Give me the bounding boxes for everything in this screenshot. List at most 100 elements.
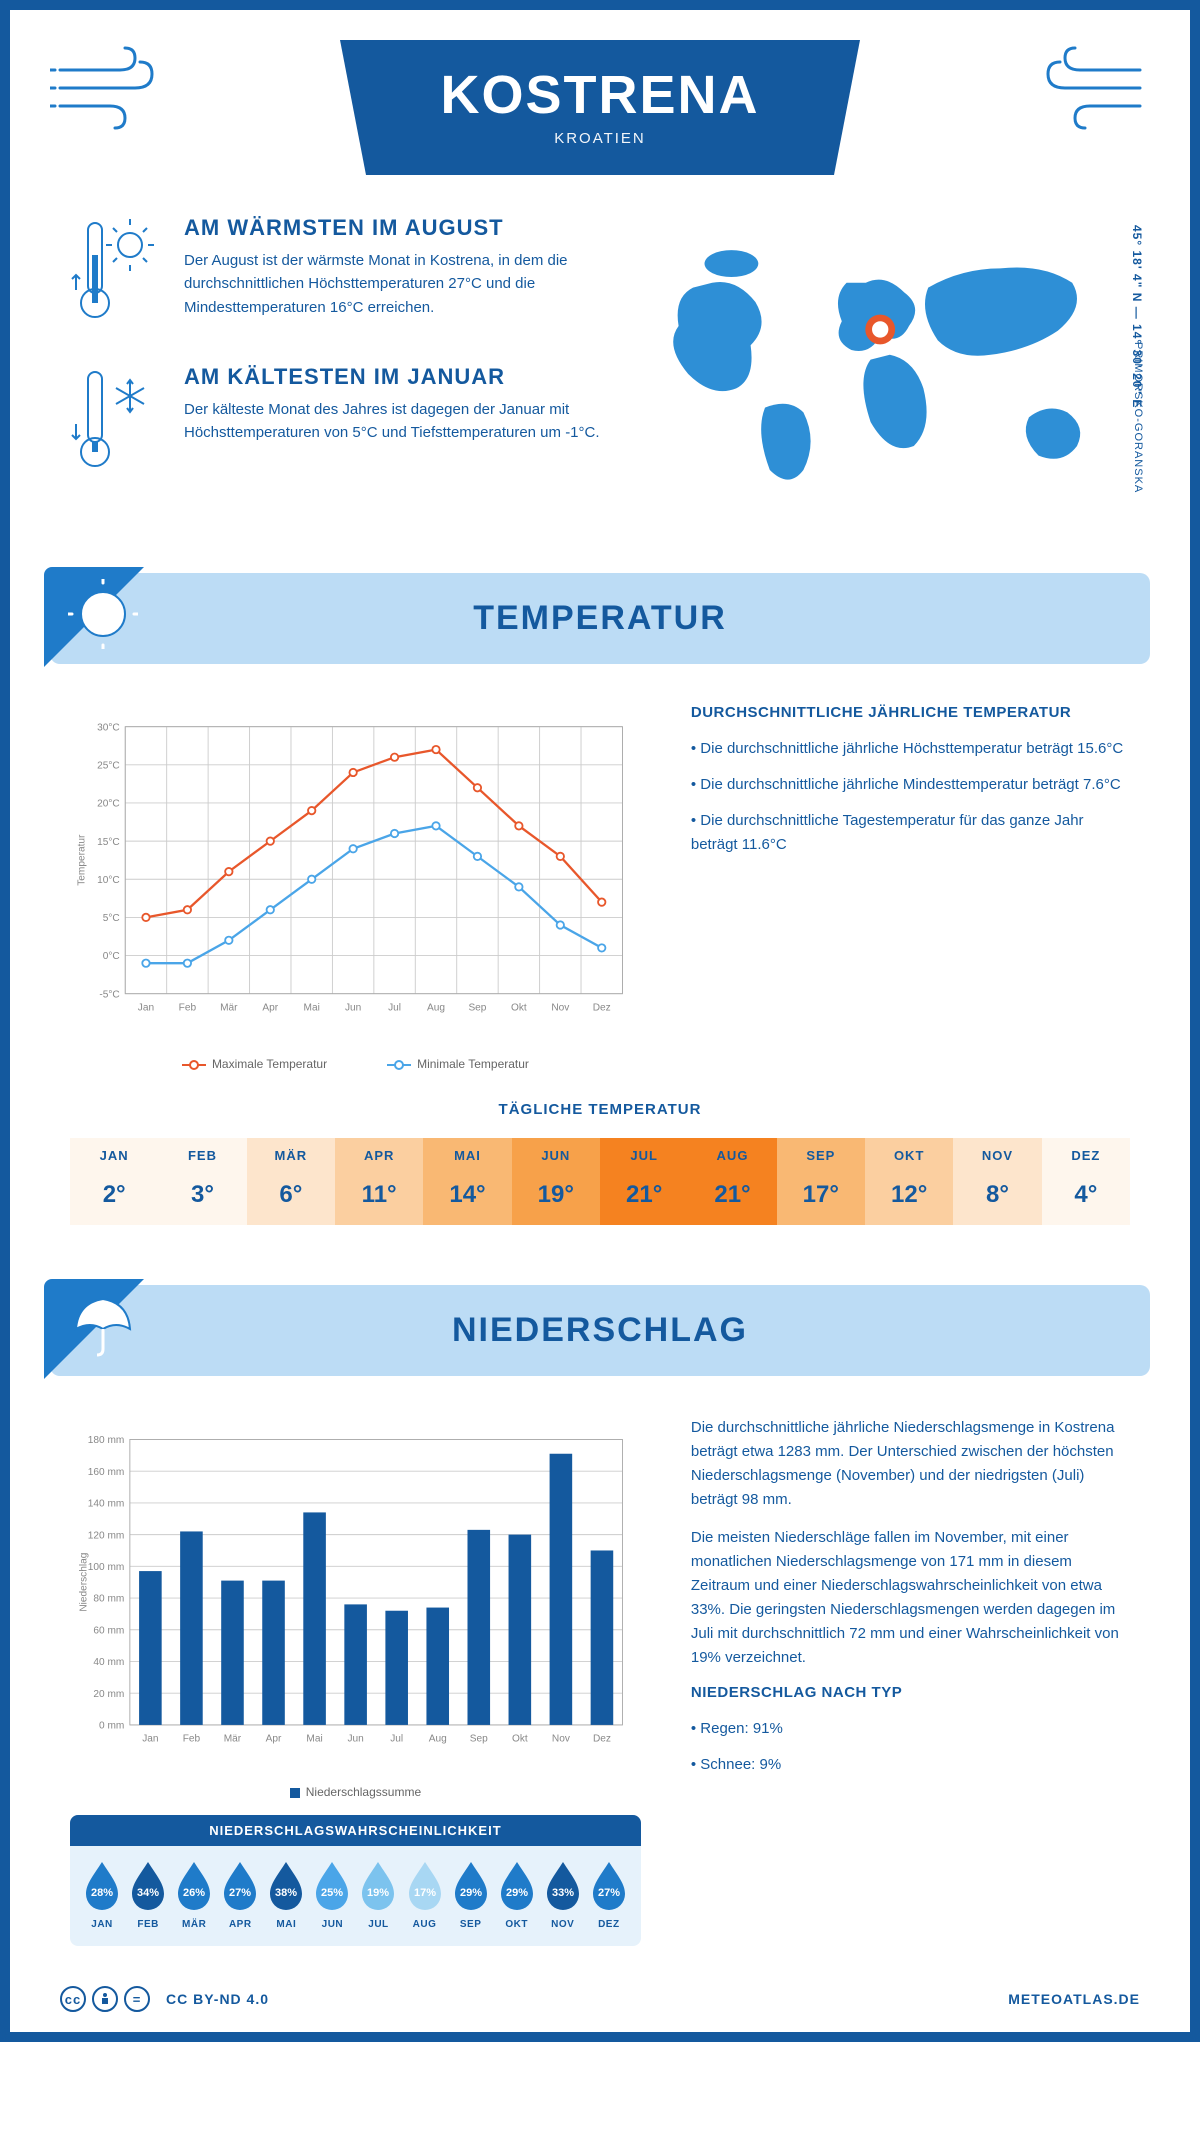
precip-para-2: Die meisten Niederschläge fallen im Nove… xyxy=(691,1526,1130,1670)
warmest-title: AM WÄRMSTEN IM AUGUST xyxy=(184,215,610,241)
precipitation-section-header: NIEDERSCHLAG xyxy=(50,1285,1150,1376)
svg-text:Jul: Jul xyxy=(388,1002,401,1013)
svg-text:0°C: 0°C xyxy=(103,951,120,962)
svg-text:Temperatur: Temperatur xyxy=(77,834,88,886)
svg-text:-5°C: -5°C xyxy=(99,989,119,1000)
svg-text:20 mm: 20 mm xyxy=(93,1689,124,1700)
svg-text:Feb: Feb xyxy=(179,1002,197,1013)
temperature-section-header: TEMPERATUR xyxy=(50,573,1150,664)
probability-drop: 33% NOV xyxy=(541,1860,585,1930)
svg-text:120 mm: 120 mm xyxy=(88,1530,125,1541)
umbrella-icon xyxy=(68,1291,138,1366)
svg-text:Okt: Okt xyxy=(511,1002,527,1013)
daily-temp-cell: APR11° xyxy=(335,1138,423,1225)
precip-legend-label: Niederschlagssumme xyxy=(306,1785,421,1799)
svg-text:19%: 19% xyxy=(367,1887,389,1899)
svg-text:Niederschlag: Niederschlag xyxy=(79,1553,90,1612)
svg-text:15°C: 15°C xyxy=(97,837,120,848)
probability-title: NIEDERSCHLAGSWAHRSCHEINLICHKEIT xyxy=(70,1815,641,1846)
page-subtitle: KROATIEN xyxy=(440,130,760,147)
probability-drop: 38% MAI xyxy=(264,1860,308,1930)
site-label: METEOATLAS.DE xyxy=(1008,1991,1140,2007)
svg-text:Jun: Jun xyxy=(345,1002,361,1013)
daily-temperature-grid: JAN2°FEB3°MÄR6°APR11°MAI14°JUN19°JUL21°A… xyxy=(70,1138,1130,1225)
daily-temp-cell: AUG21° xyxy=(688,1138,776,1225)
stat-bullet: • Die durchschnittliche Tagestemperatur … xyxy=(691,809,1130,857)
intro-row: AM WÄRMSTEN IM AUGUST Der August ist der… xyxy=(10,185,1190,553)
probability-drop: 27% DEZ xyxy=(587,1860,631,1930)
precipitation-text: Die durchschnittliche jährliche Niedersc… xyxy=(691,1416,1130,1946)
svg-text:Mai: Mai xyxy=(306,1733,322,1744)
stat-bullet: • Die durchschnittliche jährliche Höchst… xyxy=(691,737,1130,761)
probability-drop: 26% MÄR xyxy=(172,1860,216,1930)
svg-text:80 mm: 80 mm xyxy=(93,1594,124,1605)
svg-text:Jan: Jan xyxy=(142,1733,158,1744)
type-bullet: • Regen: 91% xyxy=(691,1717,1130,1741)
region-label: PRIMORSKO-GORANSKA xyxy=(1132,342,1144,493)
footer: cc = CC BY-ND 4.0 METEOATLAS.DE xyxy=(10,1966,1190,2032)
svg-text:30°C: 30°C xyxy=(97,722,120,733)
svg-text:180 mm: 180 mm xyxy=(88,1435,125,1446)
daily-temp-cell: NOV8° xyxy=(953,1138,1041,1225)
svg-text:Mär: Mär xyxy=(224,1733,242,1744)
page-frame: KOSTRENA KROATIEN xyxy=(0,0,1200,2042)
svg-text:Dez: Dez xyxy=(593,1733,611,1744)
license-label: CC BY-ND 4.0 xyxy=(166,1991,269,2007)
temperature-stats-title: DURCHSCHNITTLICHE JÄHRLICHE TEMPERATUR xyxy=(691,704,1130,721)
legend-max-label: Maximale Temperatur xyxy=(212,1057,327,1071)
daily-temperature-title: TÄGLICHE TEMPERATUR xyxy=(70,1101,1130,1118)
stat-bullet: • Die durchschnittliche jährliche Mindes… xyxy=(691,773,1130,797)
temperature-stats: DURCHSCHNITTLICHE JÄHRLICHE TEMPERATUR •… xyxy=(691,704,1130,1071)
svg-text:Apr: Apr xyxy=(266,1733,282,1744)
svg-text:Aug: Aug xyxy=(429,1733,447,1744)
temperature-chart-row: -5°C0°C5°C10°C15°C20°C25°C30°CJanFebMärA… xyxy=(10,664,1190,1091)
location-marker-icon xyxy=(868,318,891,341)
intro-text-column: AM WÄRMSTEN IM AUGUST Der August ist der… xyxy=(70,215,610,513)
header-row: KOSTRENA KROATIEN xyxy=(10,10,1190,185)
coldest-description: Der kälteste Monat des Jahres ist dagege… xyxy=(184,398,610,445)
thermometer-sun-icon xyxy=(70,215,160,330)
coldest-text: AM KÄLTESTEN IM JANUAR Der kälteste Mona… xyxy=(184,364,610,479)
svg-text:Mai: Mai xyxy=(304,1002,320,1013)
svg-text:29%: 29% xyxy=(506,1887,528,1899)
svg-text:10°C: 10°C xyxy=(97,875,120,886)
thermometer-snow-icon xyxy=(70,364,160,479)
precipitation-title: NIEDERSCHLAG xyxy=(90,1311,1110,1350)
svg-text:Dez: Dez xyxy=(593,1002,611,1013)
daily-temp-cell: JUL21° xyxy=(600,1138,688,1225)
svg-text:0 mm: 0 mm xyxy=(99,1721,124,1732)
svg-text:29%: 29% xyxy=(460,1887,482,1899)
coldest-block: AM KÄLTESTEN IM JANUAR Der kälteste Mona… xyxy=(70,364,610,479)
daily-temp-cell: SEP17° xyxy=(777,1138,865,1225)
daily-temp-cell: OKT12° xyxy=(865,1138,953,1225)
title-banner: KOSTRENA KROATIEN xyxy=(340,40,860,175)
svg-text:33%: 33% xyxy=(552,1887,574,1899)
daily-temp-cell: MÄR6° xyxy=(247,1138,335,1225)
probability-drop: 29% OKT xyxy=(495,1860,539,1930)
svg-text:20°C: 20°C xyxy=(97,799,120,810)
svg-text:Apr: Apr xyxy=(262,1002,278,1013)
svg-text:17%: 17% xyxy=(414,1887,436,1899)
svg-text:38%: 38% xyxy=(275,1887,297,1899)
probability-drop: 27% APR xyxy=(218,1860,262,1930)
probability-drop: 28% JAN xyxy=(80,1860,124,1930)
svg-text:28%: 28% xyxy=(91,1887,113,1899)
svg-text:Nov: Nov xyxy=(551,1002,570,1013)
cc-icon: cc xyxy=(60,1986,86,2012)
precipitation-chart-row: 0 mm20 mm40 mm60 mm80 mm100 mm120 mm140 … xyxy=(10,1376,1190,1966)
svg-text:40 mm: 40 mm xyxy=(93,1657,124,1668)
by-icon xyxy=(92,1986,118,2012)
svg-text:Aug: Aug xyxy=(427,1002,445,1013)
svg-text:26%: 26% xyxy=(183,1887,205,1899)
svg-text:Jan: Jan xyxy=(138,1002,154,1013)
svg-text:25°C: 25°C xyxy=(97,761,120,772)
svg-text:27%: 27% xyxy=(229,1887,251,1899)
warmest-block: AM WÄRMSTEN IM AUGUST Der August ist der… xyxy=(70,215,610,330)
temperature-chart: -5°C0°C5°C10°C15°C20°C25°C30°CJanFebMärA… xyxy=(70,704,641,1071)
sun-icon xyxy=(68,579,138,654)
probability-drop: 25% JUN xyxy=(310,1860,354,1930)
page-title: KOSTRENA xyxy=(440,64,760,126)
temperature-legend: Maximale Temperatur Minimale Temperatur xyxy=(70,1057,641,1071)
svg-text:160 mm: 160 mm xyxy=(88,1467,125,1478)
svg-text:100 mm: 100 mm xyxy=(88,1562,125,1573)
